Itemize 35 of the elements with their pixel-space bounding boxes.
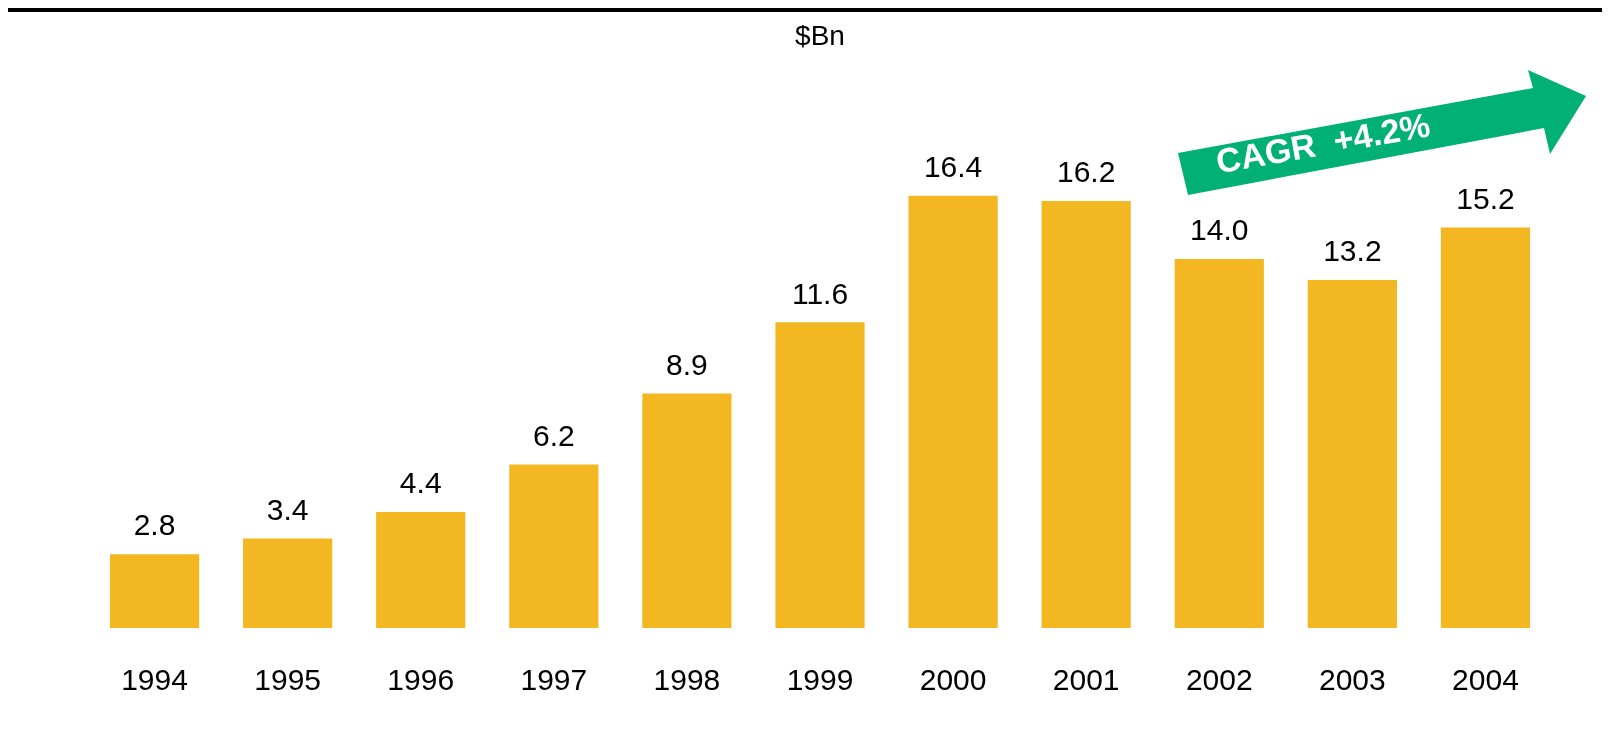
x-tick-label: 1999 xyxy=(786,663,854,697)
data-label: 16.2 xyxy=(1056,155,1116,189)
bar xyxy=(908,195,998,628)
text: CAGR +4.2% xyxy=(1213,104,1434,182)
bar xyxy=(243,538,333,628)
data-label: 6.2 xyxy=(532,418,575,452)
x-tick-label: 1994 xyxy=(121,663,188,697)
x-tick-label: 2004 xyxy=(1452,663,1519,697)
bar xyxy=(1174,259,1264,628)
x-tick-label: 2000 xyxy=(919,663,987,697)
data-label: 4.4 xyxy=(399,466,442,500)
data-label: 16.4 xyxy=(923,150,983,184)
bar xyxy=(775,322,865,628)
x-tick-label: 1998 xyxy=(653,663,721,697)
data-label: 3.4 xyxy=(266,492,309,526)
x-tick-label: 2003 xyxy=(1318,663,1386,697)
data-label: 14.0 xyxy=(1190,213,1249,247)
bar xyxy=(509,464,599,628)
bar xyxy=(376,512,466,628)
bar xyxy=(1307,280,1397,628)
data-label: 11.6 xyxy=(791,276,849,310)
bar xyxy=(1041,201,1131,628)
bar xyxy=(109,554,200,628)
bar xyxy=(642,393,732,628)
x-tick-label: 2002 xyxy=(1185,663,1253,697)
data-label: 13.2 xyxy=(1323,234,1382,268)
data-label: 15.2 xyxy=(1456,181,1515,215)
x-tick-label: 1997 xyxy=(520,663,588,697)
x-tick-label: 2001 xyxy=(1052,663,1120,697)
x-tick-label: 1995 xyxy=(254,663,322,697)
x-tick-label: 1996 xyxy=(387,663,455,697)
bar xyxy=(1440,227,1531,628)
data-label: 8.9 xyxy=(666,347,708,381)
data-label: 2.8 xyxy=(133,508,176,542)
chart-title: $Bn xyxy=(795,19,845,51)
